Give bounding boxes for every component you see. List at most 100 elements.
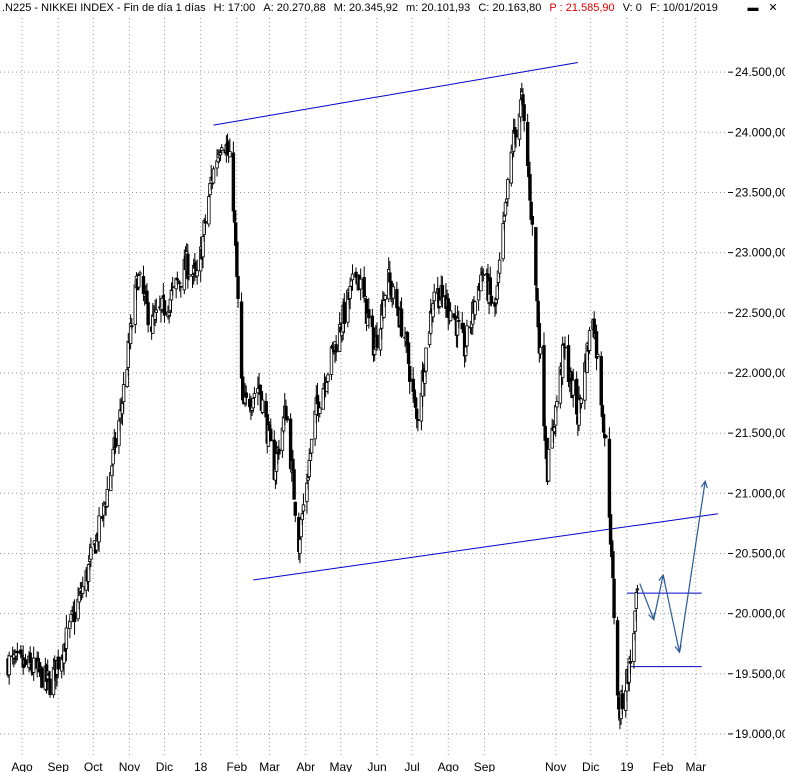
candle-body — [546, 448, 551, 482]
candle-body — [408, 366, 412, 382]
y-tick-label: 24.500,00 — [735, 65, 785, 79]
upper-trendline — [213, 62, 578, 126]
candle-body — [154, 309, 159, 313]
candle-body — [594, 331, 599, 359]
candle-body — [634, 592, 638, 609]
candle-body — [453, 315, 457, 319]
p-value: P : 21.585,90 — [549, 2, 615, 14]
candle-body — [363, 296, 368, 299]
candles — [6, 82, 640, 730]
projection-arrow — [639, 479, 708, 654]
candle-body — [77, 594, 81, 603]
candle-body — [599, 356, 603, 406]
candle-body — [81, 586, 85, 594]
y-tick-label: 20.000,00 — [735, 607, 785, 621]
candle-body — [113, 438, 118, 448]
y-tick-label: 21.500,00 — [735, 426, 785, 440]
candle-body — [566, 345, 571, 382]
candle-body — [300, 513, 304, 521]
candle-body — [501, 223, 505, 260]
candle-body — [375, 334, 379, 349]
candle-body — [177, 282, 182, 285]
candle-body — [121, 384, 126, 403]
x-tick-label: Ago — [11, 760, 33, 772]
candle-body — [448, 310, 453, 322]
candle-body — [179, 285, 183, 288]
candle-body — [538, 346, 543, 355]
candle-body — [220, 147, 224, 151]
candle-body — [175, 278, 180, 281]
candle-body — [473, 301, 477, 316]
y-tick-label: 24.000,00 — [735, 125, 785, 139]
candle-body — [432, 291, 436, 302]
candle-body — [620, 693, 624, 710]
min-value: m: 20.101,93 — [406, 2, 471, 14]
volume-value: V: 0 — [622, 2, 642, 14]
candle-body — [628, 661, 633, 664]
open-value: A: 20.270,88 — [263, 2, 326, 14]
x-tick-label: Nov — [545, 760, 566, 772]
x-tick-label: Nov — [119, 760, 140, 772]
candle-body — [342, 301, 347, 324]
candle-body — [406, 342, 411, 364]
candle-body — [579, 398, 584, 404]
candle-body — [575, 378, 579, 415]
candle-body — [117, 420, 121, 446]
candle-body — [260, 399, 265, 413]
x-tick-label: 18 — [194, 760, 208, 772]
candle-body — [383, 294, 387, 300]
x-tick-label: Mar — [685, 760, 706, 772]
candle-body — [126, 340, 130, 368]
candle-body — [416, 419, 420, 422]
projection-segment — [639, 583, 655, 620]
candle-body — [415, 408, 419, 420]
candle-body — [604, 435, 608, 438]
candle-body — [399, 308, 404, 337]
candle-body — [611, 551, 615, 579]
candle-body — [457, 320, 461, 322]
candle-body — [64, 627, 69, 649]
x-tick-label: Dic — [582, 760, 599, 772]
candle-body — [534, 227, 538, 286]
x-tick-label: Abr — [296, 760, 315, 772]
candle-body — [244, 392, 248, 398]
candle-body — [125, 369, 129, 387]
y-tick-label: 20.500,00 — [735, 546, 785, 560]
date-value: F: 10/01/2019 — [649, 2, 718, 14]
candle-body — [15, 650, 20, 654]
candle-body — [23, 659, 28, 665]
candle-body — [138, 272, 142, 275]
y-tick-label: 19.000,00 — [735, 727, 785, 741]
y-tick-label: 22.500,00 — [735, 306, 785, 320]
candle-body — [239, 301, 244, 379]
candle-body — [542, 345, 546, 427]
x-tick-label: Sep — [48, 760, 70, 772]
candle-body — [137, 275, 141, 288]
candle-body — [440, 284, 445, 298]
candle-body — [326, 374, 330, 382]
projection-arrowhead — [700, 479, 708, 489]
candle-body — [31, 657, 36, 673]
candle-body — [465, 325, 469, 347]
candle-body — [72, 611, 77, 623]
candle-body — [309, 438, 314, 454]
candle-body — [370, 315, 375, 328]
candle-body — [141, 275, 146, 294]
candle-body — [514, 129, 518, 138]
candle-body — [424, 347, 428, 372]
close-icon[interactable]: ✕ — [768, 2, 778, 14]
candle-body — [146, 302, 150, 326]
x-tick-label: Feb — [227, 760, 248, 772]
candle-body — [601, 413, 606, 433]
candle-body — [391, 286, 396, 299]
candle-body — [431, 303, 435, 318]
y-axis-labels: 24.500,00 24.000,00 23.500,00 23.000,00 22.5… — [735, 65, 785, 741]
candle-body — [358, 278, 363, 290]
candle-body — [596, 353, 600, 357]
minimize-icon[interactable]: ▬ — [747, 2, 759, 14]
ticker-label: .N225 - NIKKEI INDEX - Fin de día 1 días — [2, 2, 206, 14]
candle-body — [285, 416, 289, 421]
candle-body — [111, 449, 115, 465]
projection-segment — [662, 574, 681, 653]
